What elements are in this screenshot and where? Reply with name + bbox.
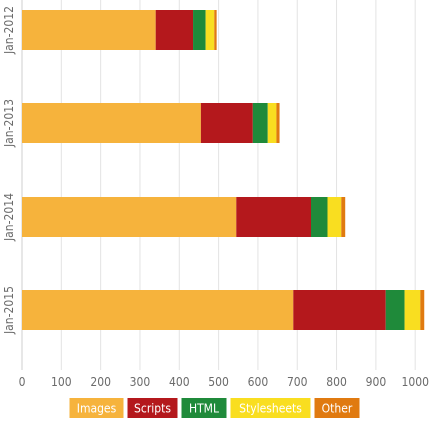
bar-segment-other <box>341 197 346 237</box>
legend-swatch-html <box>181 398 227 418</box>
x-tick-label: 100 <box>51 375 72 389</box>
bar-segment-stylesheets <box>205 10 215 50</box>
x-tick-label: 600 <box>248 375 269 389</box>
bar-segment-html <box>252 103 268 143</box>
x-tick-label: 1000 <box>401 375 429 389</box>
bar-segment-scripts <box>293 290 386 330</box>
bar-segment-images <box>22 197 237 237</box>
bar-segment-html <box>311 197 328 237</box>
category-label: Jan-2014 <box>2 193 16 242</box>
bar-segment-images <box>22 10 156 50</box>
legend-swatch-other <box>314 398 360 418</box>
legend-label: Other <box>322 402 353 416</box>
legend-swatch-stylesheets <box>230 398 311 418</box>
legend-label: Images <box>77 402 117 416</box>
bar-segment-images <box>22 290 294 330</box>
bar-segment-scripts <box>236 197 312 237</box>
legend-swatch-images <box>69 398 124 418</box>
x-tick-label: 300 <box>130 375 151 389</box>
legend-swatch-scripts <box>127 398 178 418</box>
legend: Images Scripts HTML Stylesheets Other <box>69 398 360 418</box>
y-axis: Jan-2012 Jan-2013 Jan-2014 Jan-2015 <box>2 6 16 335</box>
bar-segment-stylesheets <box>327 197 342 237</box>
bar-segment-other <box>214 10 217 50</box>
legend-label: Scripts <box>134 402 171 416</box>
bar-segment-html <box>193 10 206 50</box>
x-tick-label: 900 <box>366 375 387 389</box>
x-tick-label: 0 <box>19 375 26 389</box>
category-label: Jan-2013 <box>2 99 16 148</box>
bar-segment-stylesheets <box>267 103 277 143</box>
category-label: Jan-2012 <box>2 6 16 55</box>
bar-segment-html <box>385 290 405 330</box>
category-label: Jan-2015 <box>2 286 16 335</box>
bars <box>22 10 425 330</box>
x-tick-label: 200 <box>90 375 111 389</box>
bar-segment-scripts <box>200 103 253 143</box>
bar-segment-scripts <box>155 10 194 50</box>
bar-segment-other <box>276 103 280 143</box>
x-tick-label: 400 <box>169 375 190 389</box>
bar-segment-other <box>420 290 425 330</box>
bar-segment-stylesheets <box>404 290 421 330</box>
legend-label: Stylesheets <box>239 402 302 416</box>
x-axis: 0 100 200 300 400 500 600 700 800 900 1000 <box>19 375 429 389</box>
x-tick-label: 700 <box>287 375 308 389</box>
x-tick-label: 500 <box>208 375 229 389</box>
bar-segment-images <box>22 103 201 143</box>
legend-label: HTML <box>189 402 219 416</box>
x-tick-label: 800 <box>326 375 347 389</box>
